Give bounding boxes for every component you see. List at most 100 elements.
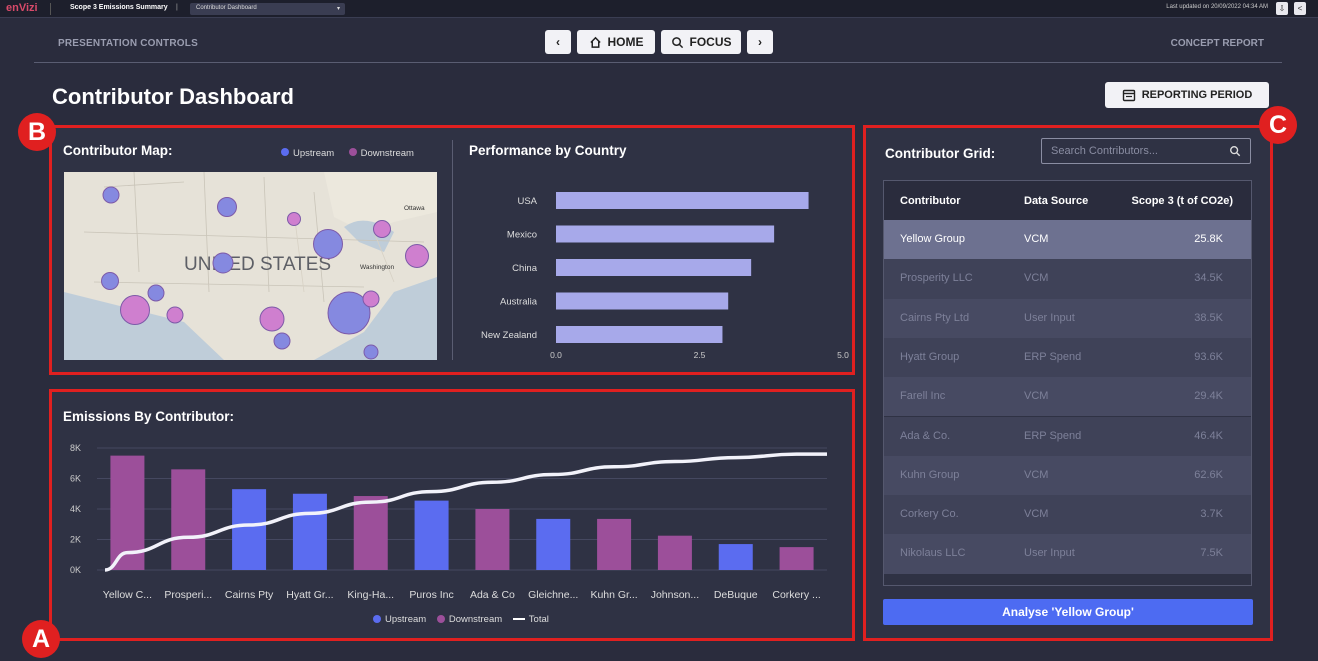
app-logo[interactable]: enVizi bbox=[6, 2, 38, 14]
y-tick-label: China bbox=[512, 263, 538, 274]
dashboard-select-value: Contributor Dashboard bbox=[196, 5, 257, 11]
upstream-legend-dot bbox=[373, 615, 381, 624]
x-tick-label: Yellow C... bbox=[103, 589, 152, 601]
contributor-map[interactable]: UNITED STATES Ottawa Washington bbox=[64, 172, 437, 360]
table-row[interactable]: Nikolaus LLC User Input 7.5K bbox=[884, 534, 1251, 574]
grid-header-row: Contributor Data Source Scope 3 (t of CO… bbox=[884, 181, 1251, 220]
cell-contributor: Corkery Co. bbox=[900, 508, 959, 521]
cell-contributor: Hyatt Group bbox=[900, 350, 960, 363]
bar bbox=[556, 259, 752, 276]
map-bubble[interactable] bbox=[166, 306, 184, 324]
map-bubble[interactable] bbox=[120, 295, 150, 325]
map-bubble[interactable] bbox=[273, 332, 291, 350]
bar bbox=[475, 509, 510, 570]
map-bubble[interactable] bbox=[259, 306, 285, 332]
dashboard-select[interactable]: Contributor Dashboard ▾ bbox=[190, 3, 345, 15]
table-row[interactable]: Kuhn Group VCM 62.6K bbox=[884, 455, 1251, 496]
cell-scope3: 7.5K bbox=[1200, 547, 1223, 560]
map-bubble[interactable] bbox=[102, 186, 120, 204]
bar bbox=[556, 326, 723, 343]
cell-contributor: Prosperity LLC bbox=[900, 272, 973, 285]
y-tick-label: 0K bbox=[70, 565, 81, 575]
top-bar: enVizi Scope 3 Emissions Summary | Contr… bbox=[0, 0, 1318, 18]
previous-button[interactable]: ‹ bbox=[545, 30, 571, 54]
cell-scope3: 25.8K bbox=[1194, 233, 1223, 245]
home-button[interactable]: HOME bbox=[577, 30, 655, 54]
downstream-legend-dot bbox=[436, 615, 445, 624]
chevron-right-icon: › bbox=[758, 35, 762, 49]
share-icon[interactable]: < bbox=[1294, 2, 1306, 15]
cell-scope3: 29.4K bbox=[1194, 390, 1223, 403]
map-bubble[interactable] bbox=[147, 284, 165, 302]
home-button-label: HOME bbox=[607, 35, 644, 49]
map-city-label: Ottawa bbox=[404, 205, 425, 212]
cell-data-source: VCM bbox=[1024, 508, 1049, 521]
map-bubble[interactable] bbox=[363, 344, 379, 360]
search-contributors-input[interactable]: Search Contributors... bbox=[1041, 138, 1251, 164]
annotation-badge-c: C bbox=[1259, 106, 1297, 144]
cell-contributor: Farell Inc bbox=[900, 390, 946, 403]
cell-scope3: 3.7K bbox=[1200, 508, 1223, 521]
export-icon[interactable]: ⇩ bbox=[1276, 2, 1288, 15]
table-row[interactable]: Hyatt Group ERP Spend 93.6K bbox=[884, 337, 1251, 378]
x-tick-label: Puros Inc bbox=[409, 589, 453, 601]
map-bubble[interactable] bbox=[373, 220, 391, 238]
cell-data-source: VCM bbox=[1024, 468, 1049, 481]
next-button[interactable]: › bbox=[747, 30, 773, 54]
concept-report-link[interactable]: CONCEPT REPORT bbox=[1170, 38, 1264, 49]
y-tick-label: USA bbox=[517, 196, 537, 207]
bar bbox=[597, 518, 632, 570]
bar bbox=[779, 547, 814, 570]
focus-button[interactable]: FOCUS bbox=[661, 30, 741, 54]
cell-scope3: 93.6K bbox=[1194, 350, 1223, 363]
column-header-contributor[interactable]: Contributor bbox=[900, 195, 961, 207]
bar bbox=[171, 469, 206, 570]
analyse-button[interactable]: Analyse 'Yellow Group' bbox=[883, 599, 1253, 625]
divider bbox=[452, 140, 453, 360]
x-tick-label: 5.0 bbox=[837, 350, 849, 360]
contributor-grid: Contributor Data Source Scope 3 (t of CO… bbox=[883, 180, 1252, 586]
x-tick-label: Ada & Co bbox=[470, 589, 515, 601]
map-bubble[interactable] bbox=[362, 290, 380, 308]
cell-contributor: Nikolaus LLC bbox=[900, 547, 966, 560]
downstream-legend-label: Downstream bbox=[360, 148, 414, 159]
x-tick-label: 2.5 bbox=[694, 350, 706, 360]
y-tick-label: 6K bbox=[70, 474, 81, 484]
map-bubble[interactable] bbox=[101, 272, 119, 290]
app-title[interactable]: Scope 3 Emissions Summary bbox=[70, 4, 168, 11]
x-tick-label: Hyatt Gr... bbox=[286, 589, 333, 601]
bar bbox=[232, 489, 267, 570]
x-tick-label: Johnson... bbox=[651, 589, 699, 601]
x-tick-label: DeBuque bbox=[714, 589, 758, 601]
x-tick-label: Gleichne... bbox=[528, 589, 578, 601]
map-bubble[interactable] bbox=[287, 212, 301, 226]
map-bubble[interactable] bbox=[405, 244, 429, 268]
downstream-legend-label: Downstream bbox=[448, 614, 503, 625]
downstream-legend-dot bbox=[348, 147, 357, 156]
map-bubble[interactable] bbox=[313, 229, 343, 259]
cell-data-source: VCM bbox=[1024, 390, 1049, 403]
focus-button-label: FOCUS bbox=[689, 35, 732, 49]
table-row[interactable]: Yellow Group VCM 25.8K bbox=[884, 220, 1251, 260]
upstream-legend-label: Upstream bbox=[293, 148, 335, 159]
table-row[interactable]: Corkery Co. VCM 3.7K bbox=[884, 495, 1251, 535]
annotation-badge-a: A bbox=[22, 620, 60, 658]
search-icon[interactable] bbox=[1229, 145, 1241, 157]
cell-data-source: User Input bbox=[1024, 311, 1075, 324]
table-row[interactable]: Prosperity LLC VCM 34.5K bbox=[884, 259, 1251, 299]
y-tick-label: Australia bbox=[500, 297, 538, 308]
map-bubble[interactable] bbox=[212, 252, 234, 274]
emissions-by-contributor-title: Emissions By Contributor: bbox=[63, 409, 235, 424]
column-header-scope3[interactable]: Scope 3 (t of CO2e) bbox=[1131, 195, 1233, 207]
cell-contributor: Yellow Group bbox=[900, 233, 966, 245]
column-header-data-source[interactable]: Data Source bbox=[1024, 195, 1089, 207]
cell-data-source: ERP Spend bbox=[1024, 429, 1082, 442]
reporting-period-button[interactable]: REPORTING PERIOD bbox=[1105, 82, 1269, 108]
table-row[interactable]: Cairns Pty Ltd User Input 38.5K bbox=[884, 298, 1251, 338]
map-bubble[interactable] bbox=[327, 291, 371, 335]
table-row[interactable]: Farell Inc VCM 29.4K bbox=[884, 377, 1251, 417]
table-row[interactable]: Ada & Co. ERP Spend 46.4K bbox=[884, 416, 1251, 456]
map-bubble[interactable] bbox=[217, 197, 237, 217]
last-updated-text: Last updated on 20/09/2022 04:34 AM bbox=[1166, 4, 1268, 10]
chevron-left-icon: ‹ bbox=[556, 35, 560, 49]
